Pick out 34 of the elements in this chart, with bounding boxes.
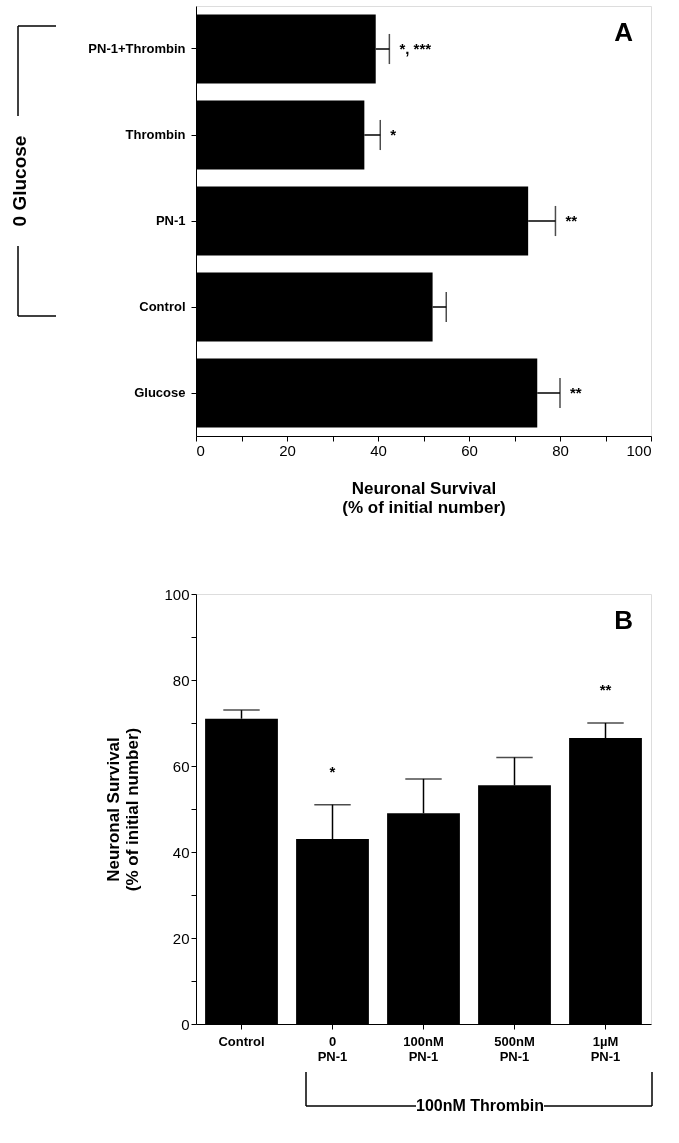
text: 0 Glucose xyxy=(9,135,30,227)
annotation: ** xyxy=(570,384,582,401)
annotation: *, *** xyxy=(399,40,432,57)
x-axis-title: Neuronal Survival (% of initial number) xyxy=(342,478,506,517)
x-tick-label: 20 xyxy=(279,441,296,459)
y-tick-label: Glucose xyxy=(134,385,186,400)
y-tick-label: Thrombin xyxy=(125,127,186,142)
x-tick-label: Control xyxy=(218,1033,265,1049)
y-axis-title: Neuronal Survival (% of initial number) xyxy=(104,727,143,892)
y-tick-label: PN-1+Thrombin xyxy=(88,41,186,56)
x-tick-label: 40 xyxy=(370,441,387,459)
annotation: * xyxy=(329,762,336,780)
annotation: B xyxy=(614,605,633,635)
annotation: ** xyxy=(565,212,578,229)
x-tick-label: 100 xyxy=(626,441,652,459)
y-tick-label: PN-1 xyxy=(155,213,186,228)
y-tick-label: 0 xyxy=(181,1015,190,1033)
annotation: ** xyxy=(599,681,612,698)
y-tick-label: Control xyxy=(139,299,186,314)
x-tick-label: 60 xyxy=(461,441,478,459)
x-tick-label: 80 xyxy=(552,441,569,459)
text: 100nM Thrombin xyxy=(415,1097,545,1114)
annotation: A xyxy=(614,17,634,47)
y-tick-label: 20 xyxy=(172,929,190,947)
x-tick-label: 0 xyxy=(196,441,205,459)
x-tick-label: 0 PN-1 xyxy=(317,1033,348,1064)
annotation: * xyxy=(390,126,397,143)
y-tick-label: 80 xyxy=(172,671,190,689)
y-tick-label: 100 xyxy=(164,585,190,603)
y-tick-label: 60 xyxy=(172,757,190,775)
x-tick-label: 100nM PN-1 xyxy=(403,1033,444,1064)
x-tick-label: 500nM PN-1 xyxy=(494,1033,535,1064)
x-tick-label: 1µM PN-1 xyxy=(590,1033,621,1064)
y-tick-label: 40 xyxy=(172,843,190,861)
